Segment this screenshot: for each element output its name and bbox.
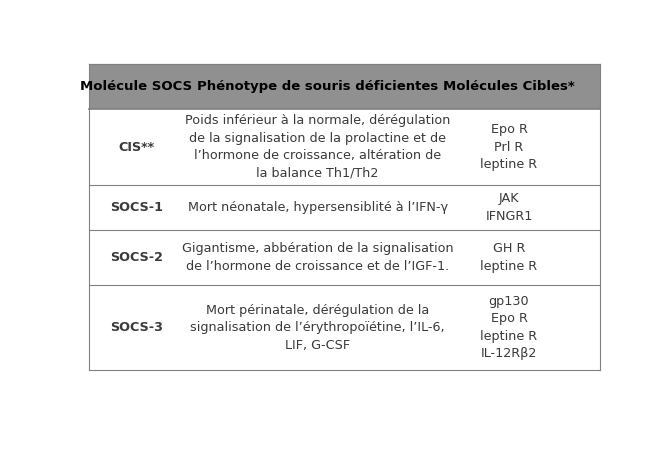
Text: Phénotype de souris déficientes: Phénotype de souris déficientes <box>197 80 438 93</box>
Bar <box>89 64 599 109</box>
Text: Mort périnatale, dérégulation de la
signalisation de l’érythropoïétine, l’IL-6,
: Mort périnatale, dérégulation de la sign… <box>190 304 445 352</box>
Text: Gigantisme, abbération de la signalisation
de l’hormone de croissance et de l’IG: Gigantisme, abbération de la signalisati… <box>182 242 454 273</box>
Text: CIS**: CIS** <box>118 140 155 153</box>
Text: Poids inférieur à la normale, dérégulation
de la signalisation de la prolactine : Poids inférieur à la normale, dérégulati… <box>185 114 450 180</box>
Text: Molécule SOCS: Molécule SOCS <box>81 80 192 93</box>
Text: gp130
Epo R
leptine R
IL-12Rβ2: gp130 Epo R leptine R IL-12Rβ2 <box>480 295 538 360</box>
Bar <box>89 230 599 285</box>
Text: JAK
IFNGR1: JAK IFNGR1 <box>485 192 533 223</box>
Text: Molécules Cibles*: Molécules Cibles* <box>443 80 575 93</box>
Text: SOCS-1: SOCS-1 <box>110 201 163 214</box>
Text: Mort néonatale, hypersensiblité à l’IFN-γ: Mort néonatale, hypersensiblité à l’IFN-… <box>187 201 448 214</box>
Bar <box>89 185 599 230</box>
Bar <box>89 109 599 185</box>
Text: SOCS-2: SOCS-2 <box>110 251 163 264</box>
Text: Epo R
Prl R
leptine R: Epo R Prl R leptine R <box>480 123 538 171</box>
Text: GH R
leptine R: GH R leptine R <box>480 242 538 273</box>
Bar <box>89 285 599 370</box>
Text: SOCS-3: SOCS-3 <box>110 321 163 334</box>
